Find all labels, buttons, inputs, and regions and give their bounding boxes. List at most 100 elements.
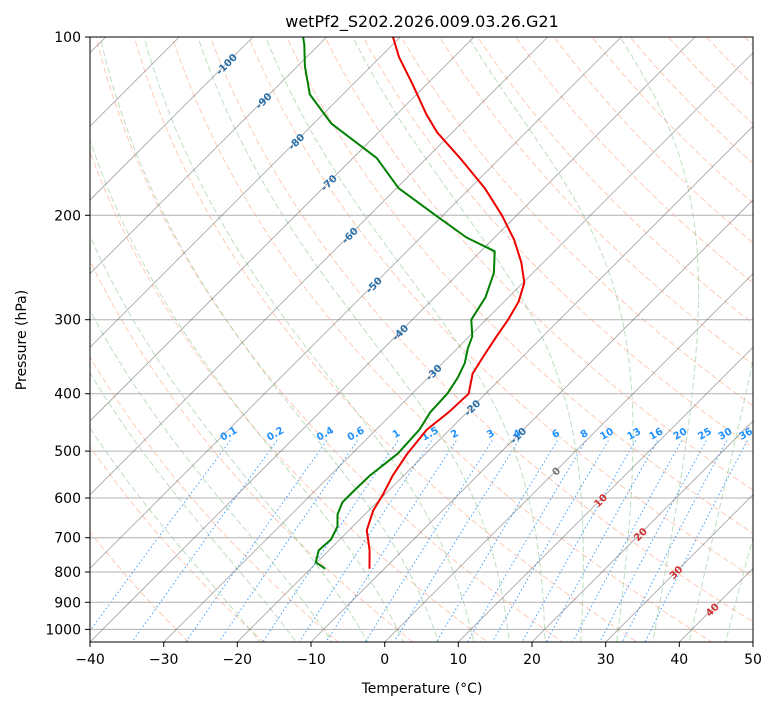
dry-adiabat-line <box>770 24 775 654</box>
mixing-ratio-line <box>435 440 558 642</box>
dry-adiabat-line <box>95 37 564 642</box>
mixing-ratio-label: 8 <box>579 428 591 441</box>
mixing-ratio-line <box>262 440 399 642</box>
moist-adiabat-line <box>90 138 404 642</box>
plot-frame <box>89 36 754 643</box>
y-tick-label: 700 <box>54 531 81 547</box>
isotherm-line <box>90 37 696 642</box>
moist-adiabat-line <box>143 37 475 642</box>
moist-adiabat-line <box>352 37 584 642</box>
y-axis-ticks: 100 200 300 400 500 600 700 800 900 1000 <box>45 30 90 638</box>
x-tick-label: 40 <box>670 652 688 668</box>
isotherm-line <box>163 52 753 642</box>
isotherm-line <box>90 37 548 496</box>
moist-adiabat-line <box>197 37 510 642</box>
dry-adiabat-line <box>476 37 753 325</box>
x-tick-label: −30 <box>149 652 179 668</box>
mixing-ratio-line <box>572 440 683 642</box>
moist-adiabat-line <box>265 37 546 642</box>
mixing-ratio-line <box>599 440 707 642</box>
profile-series <box>302 37 526 570</box>
dry-adiabat-line <box>438 37 753 366</box>
dry-adiabat-line <box>90 150 489 642</box>
dry-adiabat-line <box>362 37 753 449</box>
pressure-gridlines <box>90 37 753 630</box>
x-tick-label: 20 <box>523 652 541 668</box>
y-axis-label: Pressure (hPa) <box>14 290 30 390</box>
dry-adiabat-line <box>209 37 753 623</box>
dry-adiabat-line <box>90 356 339 642</box>
mixing-ratio-label: 3 <box>485 428 497 441</box>
x-axis-ticks: −40 −30 −20 −10 0 10 20 30 40 50 <box>75 642 762 668</box>
dry-adiabat-line <box>133 37 638 642</box>
isotherm-line <box>458 346 753 642</box>
dry-adiabat-line <box>286 37 753 534</box>
y-tick-label: 600 <box>54 491 81 507</box>
isotherm-line <box>90 37 622 569</box>
dry-adiabat-line <box>553 37 753 244</box>
y-tick-label: 900 <box>54 595 81 611</box>
dewpoint-profile-line <box>302 37 496 570</box>
x-tick-label: −20 <box>223 652 253 668</box>
y-tick-label: 800 <box>54 565 81 581</box>
dry-adiabat-line <box>400 37 753 407</box>
x-tick-label: 50 <box>744 652 762 668</box>
mixing-ratio-label: 4 <box>512 428 524 441</box>
isotherm-line <box>90 37 401 348</box>
isotherm-line <box>90 37 475 422</box>
dry-adiabat-line <box>171 37 713 642</box>
mixing-ratio-label: 36 <box>737 426 755 443</box>
moist-adiabat-line <box>90 427 261 642</box>
isotherm-line <box>90 37 254 201</box>
plot-background <box>90 37 753 642</box>
moist-adiabat-line <box>90 371 297 642</box>
x-tick-label: −40 <box>75 652 105 668</box>
isotherm-line <box>752 641 753 642</box>
chart-title: wetPf2_S202.2026.009.03.26.G21 <box>285 12 559 32</box>
moist-adiabats <box>90 37 753 642</box>
moist-adiabat-line <box>688 358 753 642</box>
moist-adiabat-line <box>90 235 369 642</box>
moist-adiabat-line <box>99 37 440 642</box>
y-tick-label: 1000 <box>45 622 81 638</box>
dry-adiabat-line <box>90 531 190 642</box>
mixing-ratio-line <box>466 440 587 642</box>
mixing-ratio-label: 1 <box>391 428 403 441</box>
isotherms <box>90 37 753 642</box>
x-tick-label: 30 <box>597 652 615 668</box>
moist-adiabat-line <box>90 309 333 642</box>
y-tick-label: 200 <box>54 208 81 224</box>
isotherm-line <box>310 199 753 642</box>
dry-adiabat-line <box>90 259 414 642</box>
isotherm-line <box>237 125 753 642</box>
isotherm-line <box>531 420 753 642</box>
temperature-profile-line <box>365 37 526 569</box>
moist-adiabat-line <box>619 37 699 642</box>
mixing-ratio-line <box>521 440 637 642</box>
mixing-ratio-line <box>644 440 748 642</box>
y-tick-label: 100 <box>54 30 81 46</box>
mixing-ratio-line <box>545 440 659 642</box>
x-axis-label: Temperature (°C) <box>361 681 483 697</box>
x-tick-label: 0 <box>380 652 389 668</box>
y-tick-label: 400 <box>54 387 81 403</box>
isotherm-line <box>605 494 753 642</box>
isotherm-line <box>90 37 327 275</box>
isotherm-line <box>384 273 753 642</box>
mixing-ratio-labels: 0.1 0.2 0.4 0.6 1 1.5 2 3 4 6 8 10 13 16 20 25 30 36 <box>219 425 755 443</box>
x-tick-label: −10 <box>296 652 326 668</box>
dry-adiabats <box>90 24 775 654</box>
y-tick-label: 500 <box>54 444 81 460</box>
mixing-ratio-line <box>298 440 432 642</box>
mixing-ratio-line <box>621 440 728 642</box>
mixing-ratio-label: 6 <box>550 428 562 441</box>
mixing-ratio-line <box>90 440 231 632</box>
y-tick-label: 300 <box>54 313 81 329</box>
mixing-ratio-label: 2 <box>449 428 461 441</box>
moist-adiabat-line <box>467 37 634 642</box>
x-tick-label: 10 <box>449 652 467 668</box>
dry-adiabat-line <box>591 37 753 204</box>
mixing-ratio-line <box>491 440 609 642</box>
mixing-ratio-line <box>185 440 328 642</box>
